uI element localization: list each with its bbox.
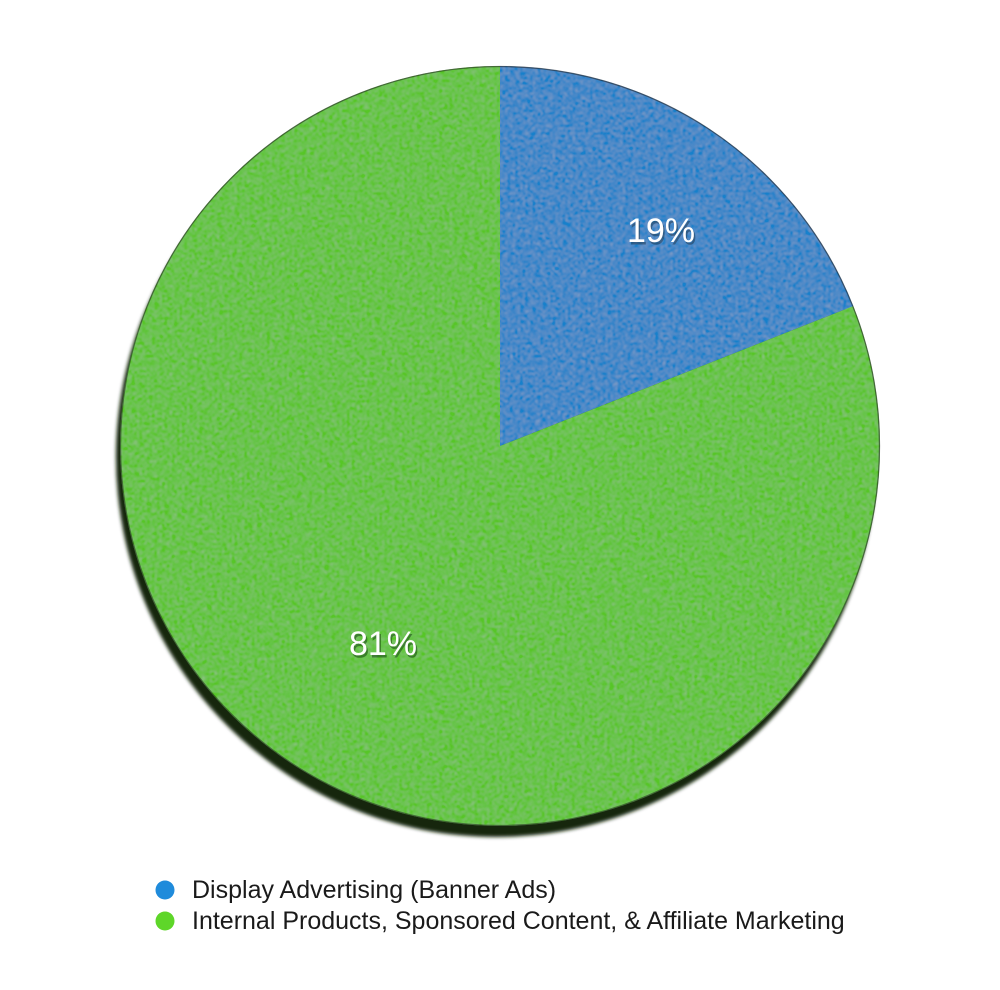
- svg-text:Display Advertising (Banner Ad: Display Advertising (Banner Ads): [192, 876, 556, 904]
- svg-text:Internal Products, Sponsored C: Internal Products, Sponsored Content, & …: [192, 907, 845, 935]
- svg-text:19%: 19%: [627, 212, 695, 250]
- svg-text:81%: 81%: [349, 625, 417, 663]
